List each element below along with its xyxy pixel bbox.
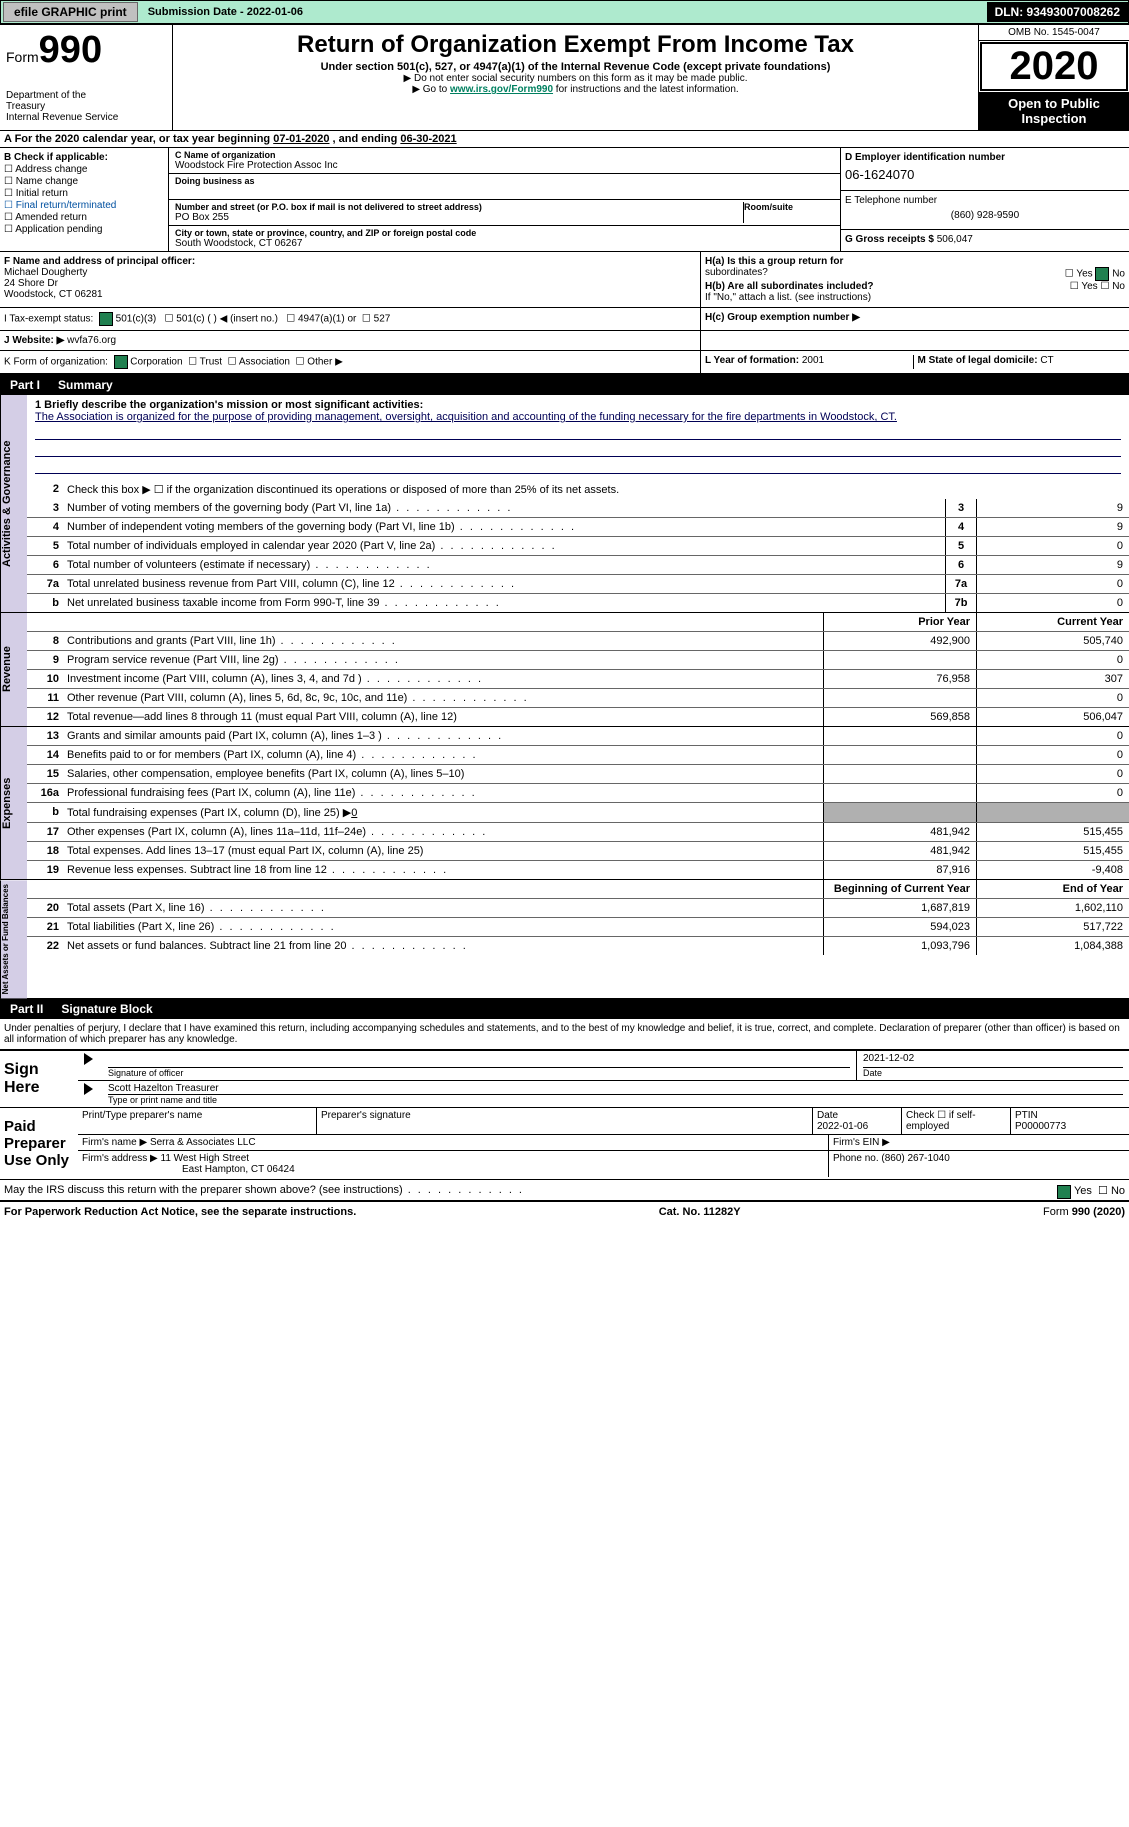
- tab-expenses: Expenses: [0, 727, 27, 879]
- mission-text: The Association is organized for the pur…: [35, 411, 897, 423]
- form-990-label: Form990: [6, 29, 166, 72]
- ein: 06-1624070: [845, 163, 1125, 186]
- box-j: J Website: ▶ wvfa76.org: [0, 331, 1129, 351]
- open-to-public: Open to PublicInspection: [979, 92, 1129, 130]
- part-1-header: Part I Summary: [0, 375, 1129, 395]
- omb-number: OMB No. 1545-0047: [979, 25, 1129, 41]
- tab-activities: Activities & Governance: [0, 395, 27, 612]
- sign-here-section: Sign Here Signature of officer 2021-12-0…: [0, 1049, 1129, 1107]
- submission-date: Submission Date - 2022-01-06: [140, 4, 311, 20]
- 501c3-checkbox[interactable]: [99, 312, 113, 326]
- irs-link[interactable]: www.irs.gov/Form990: [450, 84, 553, 95]
- form-header: Form990 Department of the Treasury Inter…: [0, 24, 1129, 130]
- box-klm: K Form of organization: Corporation ☐ Tr…: [0, 351, 1129, 375]
- sign-date: 2021-12-02: [863, 1053, 1123, 1067]
- box-c: C Name of organization Woodstock Fire Pr…: [169, 148, 840, 251]
- form-note-1: ▶ Do not enter social security numbers o…: [177, 73, 974, 84]
- dln: DLN: 93493007008262: [987, 2, 1128, 22]
- ptin: P00000773: [1015, 1121, 1066, 1132]
- efile-topbar: efile GRAPHIC print Submission Date - 20…: [0, 0, 1129, 24]
- arrow-icon: [84, 1053, 93, 1065]
- corp-checkbox[interactable]: [114, 355, 128, 369]
- form-title: Return of Organization Exempt From Incom…: [177, 31, 974, 59]
- officer-sign-name: Scott Hazelton Treasurer: [108, 1083, 1123, 1094]
- tax-period: A For the 2020 calendar year, or tax yea…: [0, 130, 1129, 148]
- line3-val: 9: [977, 499, 1129, 517]
- discuss-yes-checkbox[interactable]: [1057, 1185, 1071, 1199]
- dept-treasury: Department of the Treasury Internal Reve…: [6, 90, 166, 123]
- org-street: PO Box 255: [175, 212, 743, 223]
- discuss-row: May the IRS discuss this return with the…: [0, 1179, 1129, 1200]
- box-right: D Employer identification number 06-1624…: [840, 148, 1129, 251]
- part-2-header: Part II Signature Block: [0, 999, 1129, 1019]
- efile-print-button[interactable]: efile GRAPHIC print: [3, 2, 138, 22]
- org-city: South Woodstock, CT 06267: [175, 238, 834, 249]
- box-b: B Check if applicable: ☐ Address change …: [0, 148, 169, 251]
- org-name: Woodstock Fire Protection Assoc Inc: [175, 160, 834, 171]
- firm-name: Serra & Associates LLC: [150, 1137, 256, 1148]
- officer-name: Michael Dougherty: [4, 267, 87, 278]
- form-subtitle: Under section 501(c), 527, or 4947(a)(1)…: [177, 61, 974, 73]
- mission-block: 1 Briefly describe the organization's mi…: [27, 395, 1129, 480]
- box-f-h: F Name and address of principal officer:…: [0, 252, 1129, 308]
- phone: (860) 928-9590: [845, 206, 1125, 225]
- entity-header: B Check if applicable: ☐ Address change …: [0, 148, 1129, 252]
- gross-receipts: 506,047: [937, 234, 973, 245]
- box-i-hc: I Tax-exempt status: 501(c)(3) ☐ 501(c) …: [0, 308, 1129, 331]
- perjury-declaration: Under penalties of perjury, I declare th…: [0, 1019, 1129, 1049]
- paid-preparer-section: Paid Preparer Use Only Print/Type prepar…: [0, 1107, 1129, 1179]
- tab-net-assets: Net Assets or Fund Balances: [0, 880, 27, 998]
- arrow-icon: [84, 1083, 93, 1095]
- prep-date: 2022-01-06: [817, 1121, 868, 1132]
- tax-year: 2020: [980, 42, 1128, 91]
- tab-revenue: Revenue: [0, 613, 27, 726]
- form-note-2: ▶ Go to www.irs.gov/Form990 for instruct…: [177, 84, 974, 95]
- website: wvfa76.org: [67, 335, 116, 346]
- h-a-no-checkbox[interactable]: [1095, 267, 1109, 281]
- page-footer: For Paperwork Reduction Act Notice, see …: [0, 1200, 1129, 1222]
- firm-phone: (860) 267-1040: [881, 1153, 949, 1164]
